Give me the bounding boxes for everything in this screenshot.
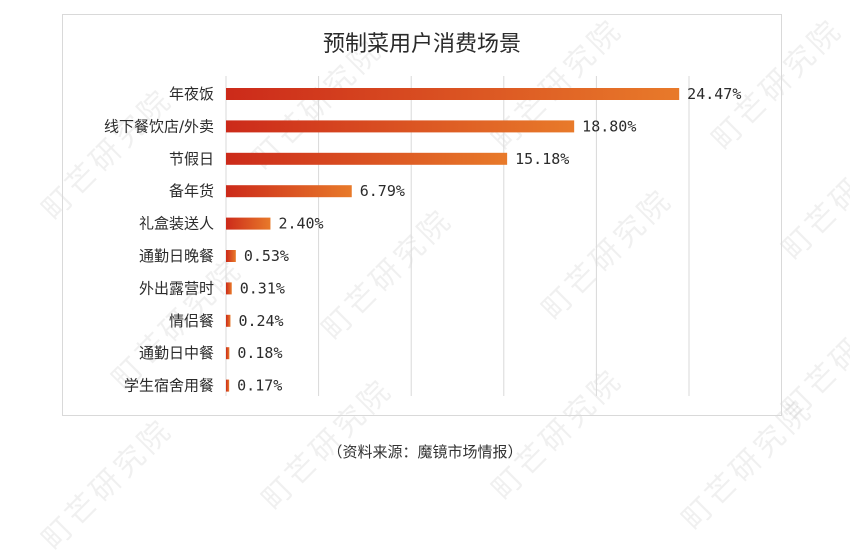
value-label: 0.24%	[238, 312, 283, 330]
category-label: 年夜饭	[169, 85, 214, 103]
category-label: 线下餐饮店/外卖	[104, 117, 214, 135]
bar	[226, 347, 230, 360]
value-label: 15.18%	[515, 150, 569, 168]
bar-chart: 年夜饭 24.47% 线下餐饮店/外卖 18.80% 节假日 15.18% 备年货 6.79%…	[104, 76, 741, 396]
category-label: 节假日	[169, 150, 214, 168]
category-label: 礼盒装送人	[139, 215, 214, 233]
category-label: 外出露营时	[139, 279, 214, 297]
bar	[226, 250, 236, 262]
value-label: 0.17%	[237, 377, 282, 395]
value-label: 0.53%	[244, 247, 289, 265]
bar	[226, 379, 230, 392]
value-label: 18.80%	[582, 117, 636, 135]
chart-title: 预制菜用户消费场景	[322, 32, 521, 57]
chart-frame	[62, 14, 782, 416]
bar	[226, 282, 232, 295]
value-label: 24.47%	[687, 85, 741, 103]
bar	[226, 152, 508, 165]
value-label: 0.31%	[240, 279, 285, 297]
bar	[226, 314, 231, 327]
bar	[226, 88, 680, 100]
category-label: 通勤日晚餐	[139, 247, 214, 265]
value-label: 6.79%	[360, 182, 405, 200]
category-label: 学生宿舍用餐	[124, 377, 214, 395]
bar	[226, 120, 575, 133]
bar	[226, 217, 271, 230]
source-note: （资料来源：魔镜市场情报）	[327, 443, 523, 461]
category-label: 备年货	[169, 182, 214, 200]
bar	[226, 185, 352, 198]
value-label: 2.40%	[278, 215, 323, 233]
value-label: 0.18%	[237, 344, 282, 362]
category-label: 情侣餐	[169, 312, 214, 330]
category-label: 通勤日中餐	[139, 344, 214, 362]
